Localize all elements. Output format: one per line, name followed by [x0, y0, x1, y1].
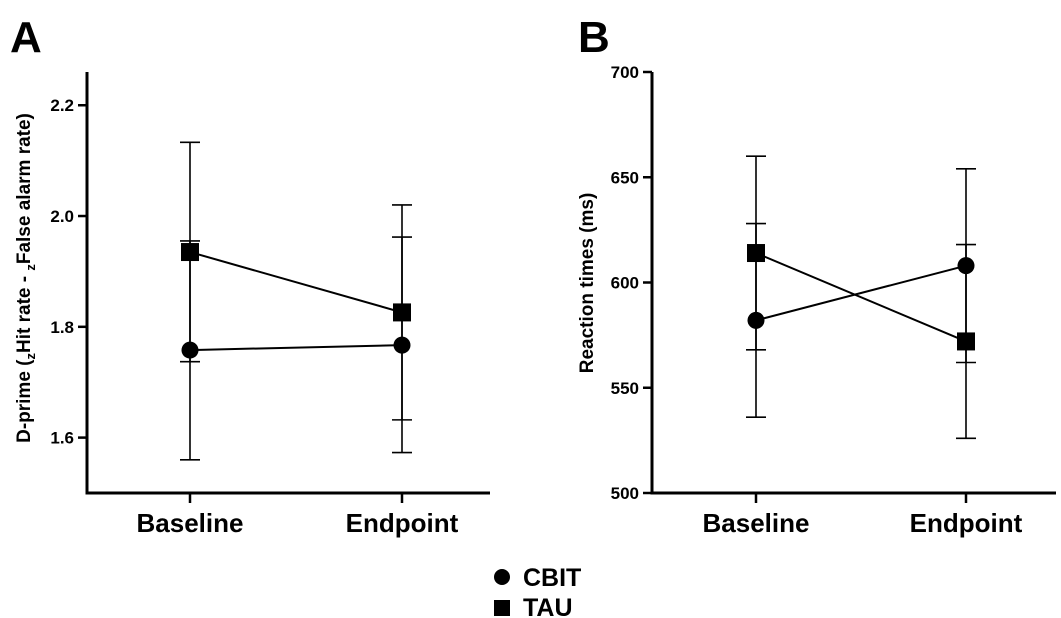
panel-b: B 500 550 600 650 700 Baseline Endpoint Reacti…: [577, 13, 1056, 538]
panel-b-letter: B: [578, 13, 610, 62]
panel-a-y-axis-title: D-prime (zHit rate - zFalse alarm rate): [14, 113, 38, 443]
legend-circle-marker: [494, 569, 510, 585]
x-category-label: Baseline: [703, 508, 810, 538]
ylabel-subscript: z: [23, 352, 38, 359]
data-point-tau: [957, 332, 975, 351]
series-line-cbit: [189, 344, 403, 352]
legend: CBIT TAU: [494, 564, 581, 618]
y-tick-label: 2.2: [50, 96, 74, 115]
series-line-cbit: [755, 264, 967, 322]
legend-label-tau: TAU: [523, 594, 573, 618]
series-line-tau: [755, 252, 967, 343]
panel-a-plot-area: 1.6 1.8 2.0 2.2 Baseline Endpoint: [50, 72, 490, 538]
data-point-tau: [181, 243, 199, 262]
data-point-tau: [747, 244, 765, 263]
panel-b-y-axis-title: Reaction times (ms): [577, 193, 598, 374]
panel-a-letter: A: [10, 13, 42, 62]
y-tick-label: 550: [611, 379, 639, 398]
y-tick-label: 650: [611, 168, 639, 187]
panel-b-plot-area: 500 550 600 650 700 Baseline Endpoint: [611, 63, 1056, 538]
ylabel-part: Hit rate -: [14, 271, 35, 353]
ylabel-subscript: z: [23, 264, 38, 271]
x-category-label: Baseline: [137, 508, 244, 538]
ylabel-part: False alarm rate): [14, 113, 35, 264]
y-tick-label: 500: [611, 484, 639, 503]
x-category-label: Endpoint: [910, 508, 1023, 538]
y-tick-label: 700: [611, 63, 639, 82]
y-tick-label: 2.0: [50, 207, 74, 226]
data-point-tau: [393, 303, 411, 322]
y-tick-label: 1.6: [50, 429, 74, 448]
y-tick-label: 1.8: [50, 318, 74, 337]
series-line-tau: [189, 251, 403, 314]
panel-a: A 1.6 1.8 2.0 2.2 Baseline Endpoint D-prime (…: [10, 13, 490, 538]
y-tick-label: 600: [611, 274, 639, 293]
legend-label-cbit: CBIT: [523, 564, 581, 592]
legend-square-marker: [494, 600, 510, 616]
x-category-label: Endpoint: [346, 508, 459, 538]
ylabel-part: D-prime (: [14, 359, 35, 443]
